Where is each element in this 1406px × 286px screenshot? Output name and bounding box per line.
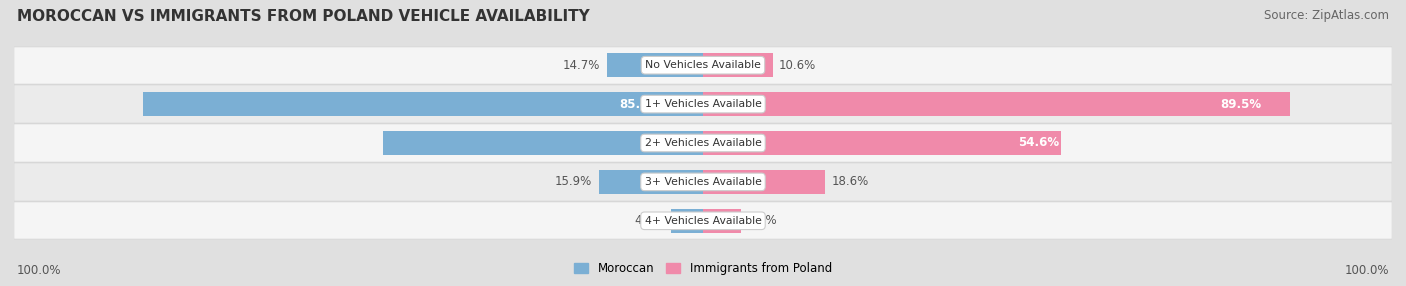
Text: 5.8%: 5.8% xyxy=(748,214,778,227)
Text: 85.4%: 85.4% xyxy=(619,98,659,111)
Text: 14.7%: 14.7% xyxy=(562,59,600,72)
Text: 1+ Vehicles Available: 1+ Vehicles Available xyxy=(644,99,762,109)
Bar xyxy=(599,170,703,194)
Text: 89.5%: 89.5% xyxy=(1220,98,1261,111)
Bar xyxy=(671,209,703,233)
Text: 48.8%: 48.8% xyxy=(655,136,696,150)
Text: 15.9%: 15.9% xyxy=(555,175,592,188)
Bar xyxy=(382,131,703,155)
Bar xyxy=(14,47,1392,84)
Text: 100.0%: 100.0% xyxy=(1344,265,1389,277)
Text: No Vehicles Available: No Vehicles Available xyxy=(645,60,761,70)
Text: 2+ Vehicles Available: 2+ Vehicles Available xyxy=(644,138,762,148)
Text: 4+ Vehicles Available: 4+ Vehicles Available xyxy=(644,216,762,226)
Bar xyxy=(14,86,1392,123)
Text: 18.6%: 18.6% xyxy=(831,175,869,188)
Text: 54.6%: 54.6% xyxy=(1018,136,1059,150)
Text: 3+ Vehicles Available: 3+ Vehicles Available xyxy=(644,177,762,187)
Bar xyxy=(703,53,772,77)
Bar xyxy=(606,53,703,77)
Legend: Moroccan, Immigrants from Poland: Moroccan, Immigrants from Poland xyxy=(569,258,837,280)
Bar xyxy=(703,92,1291,116)
Text: 10.6%: 10.6% xyxy=(779,59,817,72)
Bar xyxy=(14,124,1392,162)
Bar xyxy=(142,92,703,116)
Bar xyxy=(14,202,1392,239)
Bar xyxy=(703,131,1062,155)
Text: MOROCCAN VS IMMIGRANTS FROM POLAND VEHICLE AVAILABILITY: MOROCCAN VS IMMIGRANTS FROM POLAND VEHIC… xyxy=(17,9,589,23)
Bar xyxy=(703,209,741,233)
Bar xyxy=(703,170,825,194)
Text: 4.9%: 4.9% xyxy=(634,214,664,227)
Text: Source: ZipAtlas.com: Source: ZipAtlas.com xyxy=(1264,9,1389,21)
Text: 100.0%: 100.0% xyxy=(17,265,62,277)
Bar xyxy=(14,163,1392,200)
